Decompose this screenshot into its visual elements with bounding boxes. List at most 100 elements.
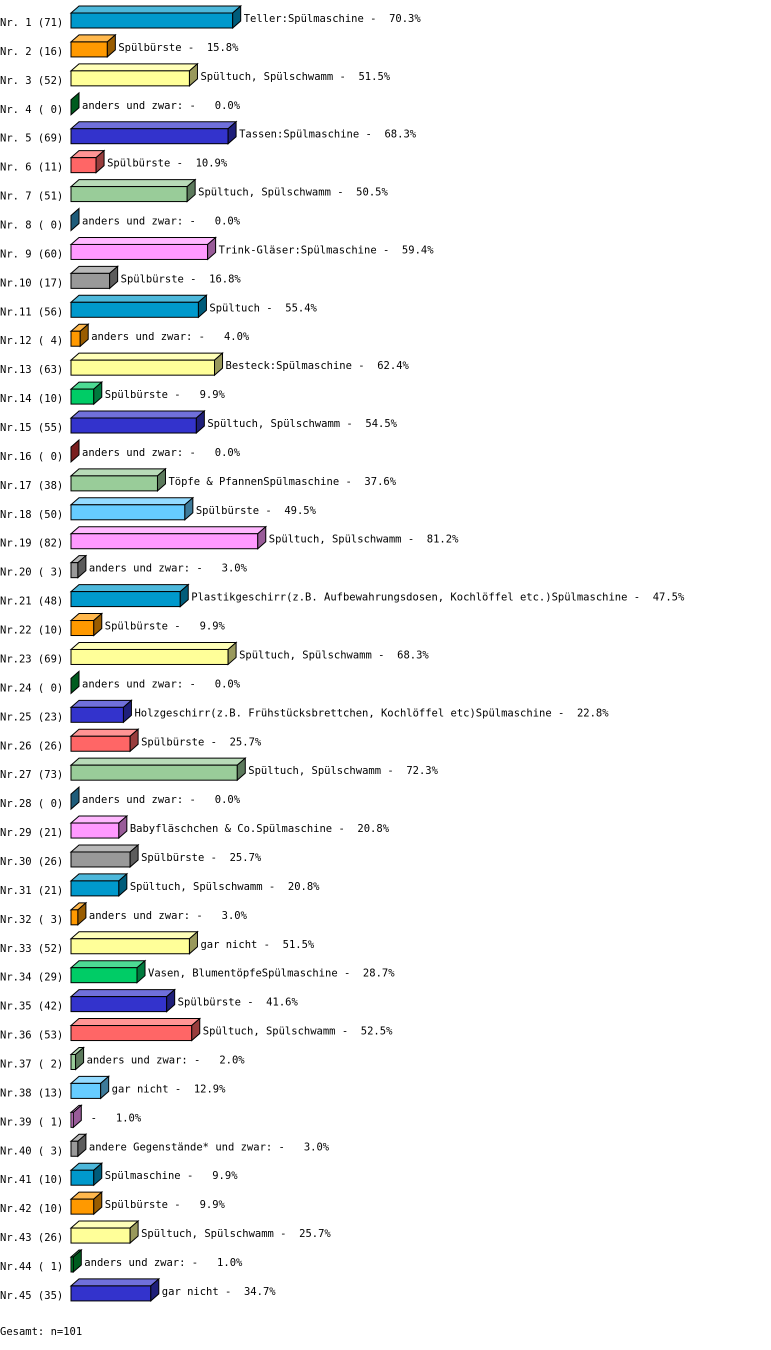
row-label: Nr.36 (53) [0, 1030, 63, 1042]
bar [70, 70, 190, 87]
bar-value-label: Spülbürste - 25.7% [141, 736, 262, 748]
bar [70, 1053, 77, 1070]
bar-value-label: Spülbürste - 16.8% [121, 273, 242, 285]
bar [70, 1227, 131, 1244]
bar-top [69, 1220, 140, 1229]
bar-top [69, 989, 177, 998]
bar-top [69, 5, 243, 14]
bar-side [207, 236, 217, 261]
bar-side [156, 467, 166, 492]
bar-value-label: anders und zwar: - 0.0% [82, 100, 241, 112]
bar-value-label: - 1.0% [84, 1112, 142, 1124]
row-label: Nr. 2 (16) [0, 46, 63, 58]
row-label: Nr. 3 (52) [0, 75, 63, 87]
bar-top [69, 699, 133, 708]
bar-side [70, 670, 80, 695]
bar-top [69, 1018, 202, 1027]
bar-value-label: Spülbürste - 9.9% [105, 1199, 226, 1211]
row-label: Nr.24 ( 0) [0, 682, 63, 694]
bar-side [232, 4, 242, 30]
bar-side [186, 178, 196, 203]
bar [70, 1169, 95, 1186]
row-label: Nr. 9 (60) [0, 248, 63, 260]
bar-side [118, 814, 128, 840]
bar-top [69, 468, 167, 477]
bar-side [72, 1104, 82, 1129]
bar [70, 475, 158, 492]
bar-top [69, 584, 190, 593]
bar-side [109, 265, 119, 290]
bar-side [79, 323, 89, 348]
row-label: Nr.13 (63) [0, 364, 63, 376]
bar [70, 330, 81, 347]
row-label: Nr.11 (56) [0, 306, 63, 318]
bar-value-label: Spültuch, Spülschwamm - 51.5% [200, 71, 390, 83]
bar-value-label: Spültuch, Spülschwamm - 72.3% [248, 765, 438, 777]
bar-side [77, 554, 87, 579]
bar-side [70, 91, 80, 116]
bar [70, 359, 216, 376]
bar-side [129, 1219, 139, 1245]
bar-side [136, 959, 146, 984]
bar-value-label: Spülmaschine - 9.9% [105, 1170, 238, 1182]
row-label: Nr.15 (55) [0, 422, 63, 434]
bar-value-label: Spültuch, Spülschwamm - 68.3% [239, 649, 429, 661]
bar-side [197, 294, 207, 319]
bar-value-label: anders und zwar: - 3.0% [89, 563, 248, 575]
row-label: Nr.21 (48) [0, 596, 63, 608]
row-label: Nr.37 ( 2) [0, 1058, 63, 1070]
bar-top [69, 815, 129, 824]
bar [70, 417, 197, 434]
row-label: Nr.16 ( 0) [0, 451, 63, 463]
bar-value-label: anders und zwar: - 0.0% [82, 447, 241, 459]
bar-value-label: Spültuch, Spülschwamm - 25.7% [141, 1228, 331, 1240]
bar-side [77, 901, 87, 926]
row-label: Nr.10 (17) [0, 277, 63, 289]
bar [70, 562, 79, 579]
row-label: Nr. 6 (11) [0, 162, 63, 174]
bar [70, 128, 229, 145]
row-label: Nr.45 (35) [0, 1290, 63, 1302]
bar-side [93, 612, 103, 637]
bar-side [191, 1017, 201, 1042]
bar-value-label: Trink-Gläser:Spülmaschine - 59.4% [219, 244, 435, 256]
row-label: Nr.40 ( 3) [0, 1145, 63, 1157]
bar [70, 1140, 79, 1157]
row-label: Nr. 1 (71) [0, 17, 63, 29]
row-label: Nr. 7 (51) [0, 191, 63, 203]
bar [70, 186, 188, 203]
bar-value-label: Spülbürste - 9.9% [105, 621, 226, 633]
bar-side [188, 930, 198, 955]
row-label: Nr.41 (10) [0, 1174, 63, 1186]
total-count: Gesamt: n=101 [0, 1326, 83, 1338]
row-label: Nr.27 (73) [0, 769, 63, 781]
bar-value-label: andere Gegenstände* und zwar: - 3.0% [89, 1141, 330, 1153]
bar-value-label: gar nicht - 34.7% [162, 1286, 276, 1298]
bar [70, 967, 138, 984]
row-label: Nr.42 (10) [0, 1203, 63, 1215]
bar [70, 648, 229, 665]
row-label: Nr.34 (29) [0, 972, 63, 984]
bar [70, 851, 131, 868]
bar-value-label: Spülbürste - 49.5% [196, 505, 317, 517]
bar-top [69, 960, 147, 969]
bar-value-label: Plastikgeschirr(z.B. Aufbewahrungsdosen,… [191, 592, 685, 604]
bar-value-label: Spülbürste - 41.6% [178, 997, 299, 1009]
bar [70, 41, 108, 58]
bar-value-label: Spülbürste - 15.8% [118, 42, 239, 54]
bar-value-label: anders und zwar: - 0.0% [82, 678, 241, 690]
bar [70, 764, 238, 781]
bar-side [77, 1133, 87, 1158]
bar-value-label: Spülbürste - 10.9% [107, 158, 228, 170]
bar [70, 591, 181, 608]
bar-value-label: gar nicht - 12.9% [112, 1083, 226, 1095]
bar-side [188, 62, 198, 87]
bar-side [70, 786, 80, 811]
bar-side [75, 1046, 85, 1071]
row-label: Nr. 5 (69) [0, 133, 63, 145]
bar-value-label: Vasen, BlumentöpfeSpülmaschine - 28.7% [148, 968, 395, 980]
bar-value-label: Spülbürste - 9.9% [105, 389, 226, 401]
bar-value-label: gar nicht - 51.5% [200, 939, 314, 951]
bar-side [70, 438, 80, 464]
bar-top [69, 931, 199, 940]
